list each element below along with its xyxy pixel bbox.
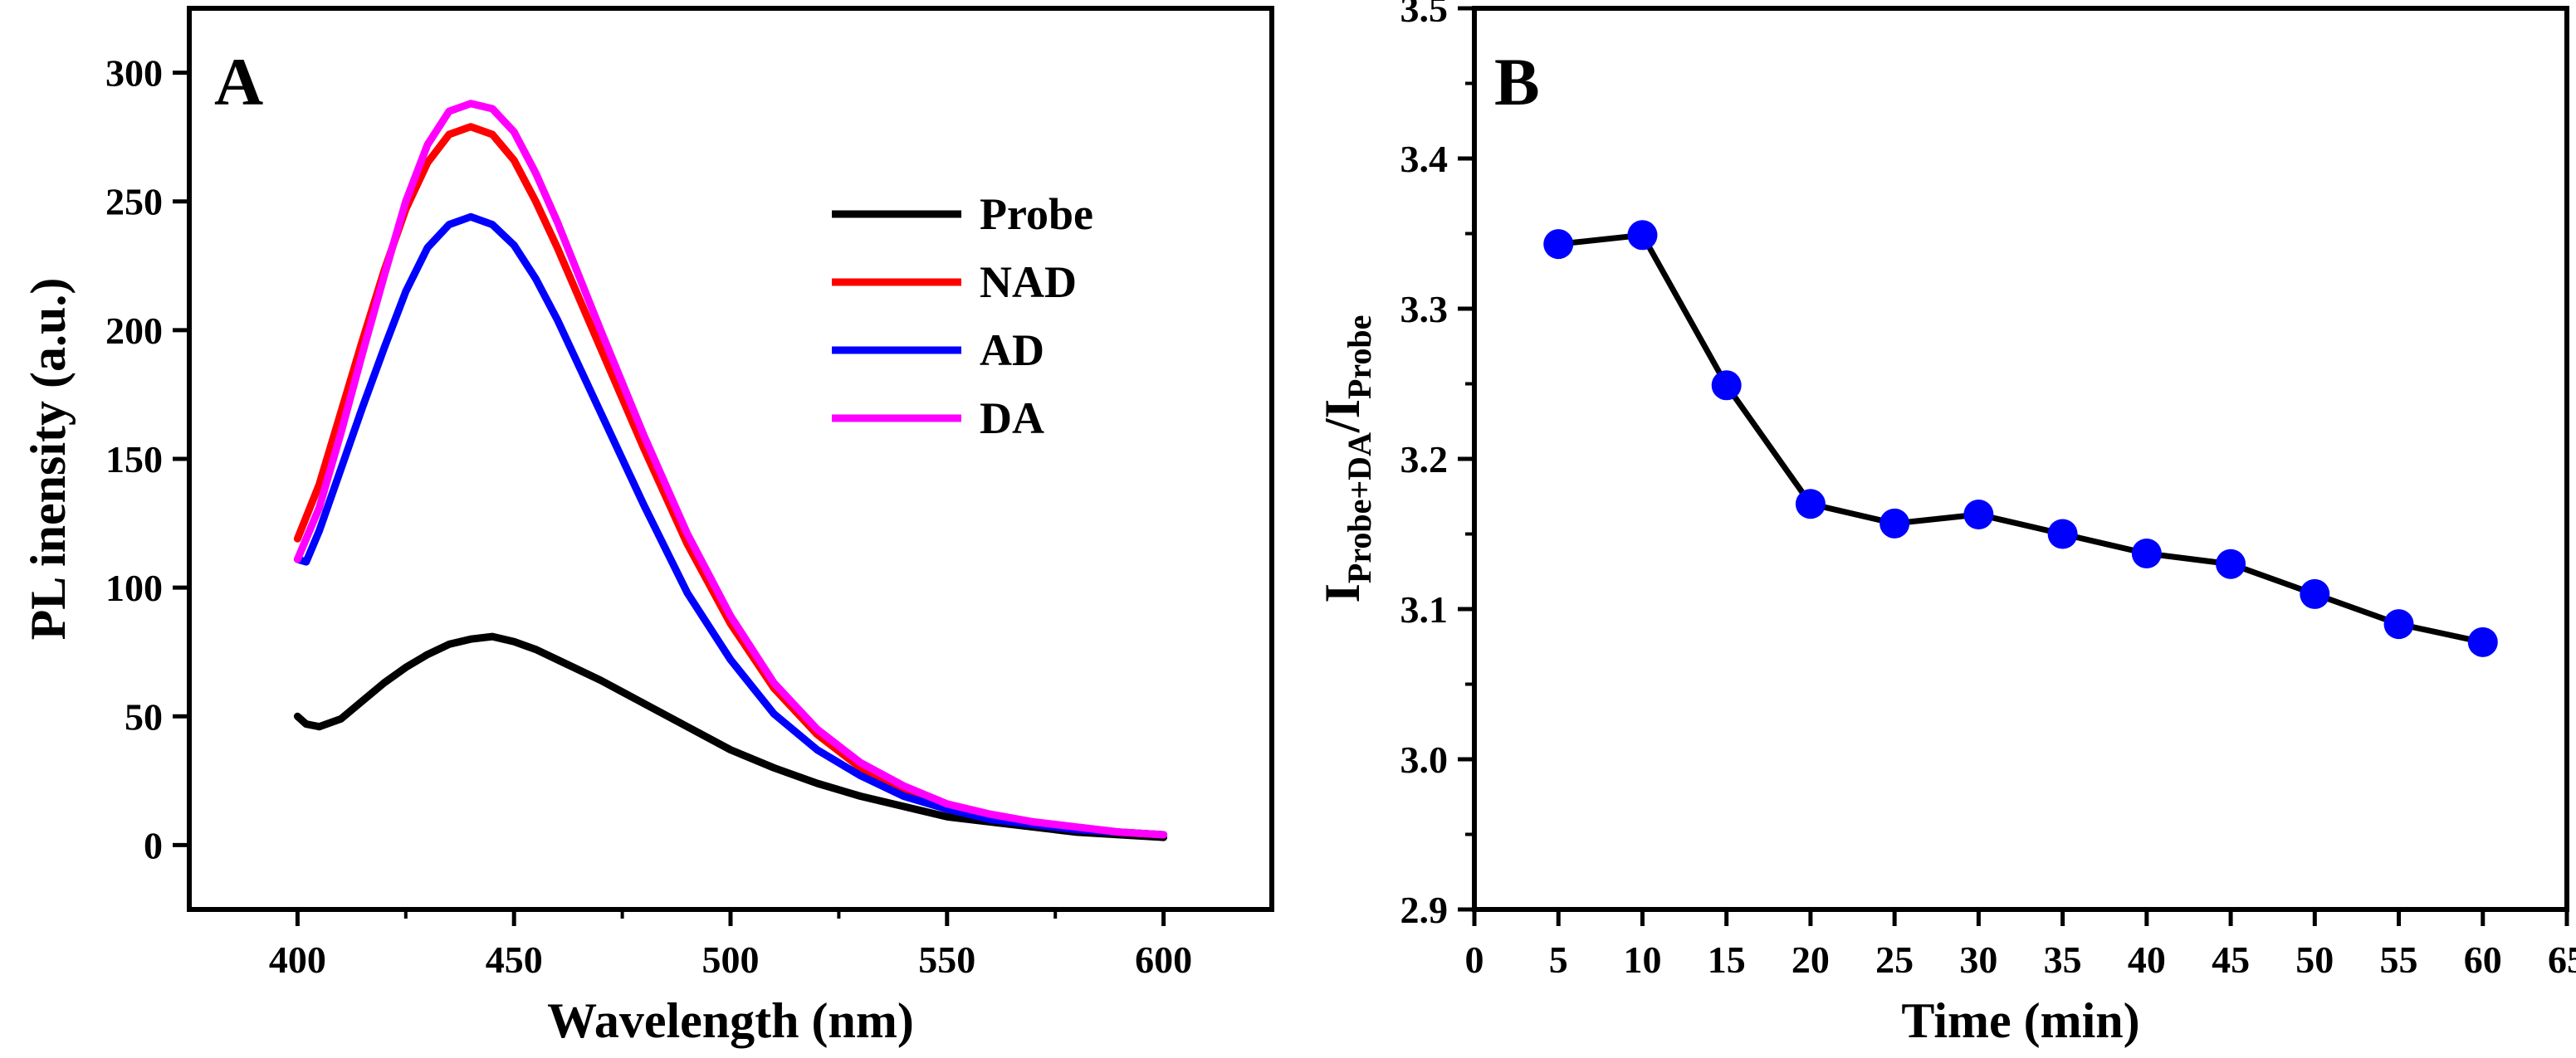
b-y-tick-label: 3.4 (1400, 138, 1449, 180)
panel-a: A 400 450 500 550 600 0 50 100 150 200 250 300 Prob… (21, 6, 1274, 1048)
a-y-tick-label: 50 (125, 695, 163, 738)
series-line-time (1557, 232, 2484, 646)
data-point (2300, 578, 2330, 609)
b-x-tick-label: 45 (2212, 939, 2250, 981)
data-point (2131, 539, 2162, 569)
panel-b-series (1543, 220, 2498, 657)
data-point (1627, 220, 1658, 251)
panel-a-tick-labels: 400 450 500 550 600 0 50 100 150 200 250 300 (105, 52, 1192, 981)
b-y-tick-label: 2.9 (1400, 889, 1449, 931)
panel-b-y-axis-label: IProbe+DA/IProbe (1315, 315, 1378, 603)
series-line-ad (293, 212, 1168, 839)
data-point (2047, 519, 2078, 549)
a-x-tick-label: 500 (702, 939, 760, 981)
b-x-tick-label: 55 (2380, 939, 2418, 981)
data-point (1711, 370, 1742, 401)
a-y-tick-label: 100 (105, 567, 163, 609)
a-y-tick-label: 150 (105, 438, 163, 480)
b-x-tick-label: 65 (2548, 939, 2576, 981)
b-x-tick-label: 25 (1875, 939, 1914, 981)
a-x-tick-label: 450 (486, 939, 543, 981)
data-point (1543, 229, 1574, 260)
a-x-tick-label: 400 (269, 939, 326, 981)
data-point (1963, 499, 1994, 529)
panel-a-y-axis-label: PL inensity (a.u.) (21, 278, 76, 641)
b-x-tick-label: 40 (2128, 939, 2166, 981)
panel-a-x-axis-label: Wavelength (nm) (547, 993, 914, 1048)
b-x-tick-label: 0 (1465, 939, 1484, 981)
panel-b-tick-labels: 0 5 10 15 20 25 30 35 40 45 50 55 60 65 2.9 3.0 3.1 3.2 3.… (1400, 0, 2576, 981)
b-x-tick-label: 30 (1959, 939, 1997, 981)
b-x-tick-label: 5 (1549, 939, 1568, 981)
panel-b-y-label-sub2: Probe (1341, 315, 1378, 399)
data-point (1795, 489, 1826, 519)
panel-a-series (293, 100, 1168, 841)
legend-label-nad: NAD (980, 257, 1077, 307)
panel-b-label: B (1494, 44, 1540, 119)
a-y-tick-label: 200 (105, 310, 163, 352)
legend-label-da: DA (980, 393, 1044, 443)
b-y-tick-label: 3.5 (1400, 0, 1449, 30)
panel-b-y-label-main: I (1315, 583, 1370, 602)
series-line-da (293, 100, 1168, 839)
b-x-tick-label: 15 (1708, 939, 1746, 981)
a-y-tick-label: 300 (105, 52, 163, 95)
panel-b-x-axis-label: Time (min) (1901, 993, 2139, 1048)
data-point (1879, 508, 1910, 539)
panel-b-y-label-sub1: Probe+DA (1341, 432, 1378, 583)
b-x-tick-label: 50 (2295, 939, 2334, 981)
panel-b-y-label-slash: /I (1315, 399, 1370, 433)
b-x-tick-label: 10 (1623, 939, 1661, 981)
a-y-tick-label: 0 (144, 824, 163, 866)
panel-b-frame (1472, 6, 2569, 912)
b-y-tick-label: 3.0 (1400, 739, 1449, 781)
legend-label-ad: AD (980, 325, 1044, 375)
b-x-tick-label: 35 (2044, 939, 2082, 981)
a-x-tick-label: 550 (918, 939, 975, 981)
b-y-tick-label: 3.3 (1400, 288, 1449, 330)
data-point (2383, 609, 2414, 640)
panel-a-legend: Probe NAD AD DA (832, 189, 1093, 443)
a-y-tick-label: 250 (105, 181, 163, 223)
b-x-tick-label: 20 (1791, 939, 1830, 981)
data-point (2216, 549, 2246, 579)
legend-label-probe: Probe (980, 189, 1093, 239)
b-x-tick-label: 60 (2464, 939, 2502, 981)
b-y-tick-label: 3.2 (1400, 438, 1449, 480)
b-y-tick-label: 3.1 (1400, 588, 1449, 631)
data-point (2467, 627, 2498, 657)
panel-a-ticks (173, 71, 1166, 926)
a-x-tick-label: 600 (1135, 939, 1192, 981)
panel-b: B 0 5 10 15 20 25 30 35 40 45 50 55 60 65 2.9 3.0 3.1 3.2… (1315, 0, 2576, 1048)
series-line-probe (293, 632, 1168, 841)
panel-a-label: A (214, 44, 263, 119)
panel-b-ticks (1458, 6, 2569, 926)
panel-a-frame (187, 6, 1274, 912)
